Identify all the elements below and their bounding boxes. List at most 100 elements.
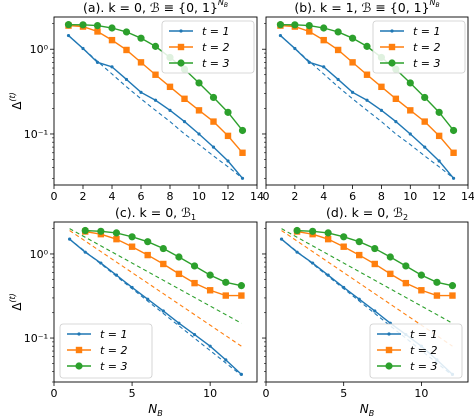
data-point xyxy=(182,119,187,124)
data-point xyxy=(326,273,330,277)
data-point xyxy=(379,108,384,112)
data-point xyxy=(406,79,414,87)
data-point xyxy=(449,292,456,299)
data-point xyxy=(340,233,348,241)
data-point xyxy=(435,108,443,116)
data-point xyxy=(191,279,198,287)
x-tick-label: 0 xyxy=(263,190,270,203)
data-point xyxy=(206,287,214,294)
data-point xyxy=(449,126,458,135)
data-point xyxy=(238,292,245,299)
data-point xyxy=(363,42,371,50)
data-point xyxy=(295,250,299,254)
data-point xyxy=(210,118,217,125)
data-point xyxy=(153,98,158,102)
x-tick-label: 4 xyxy=(109,190,116,203)
fit-line-3 xyxy=(69,228,242,324)
data-point xyxy=(240,176,245,180)
data-point xyxy=(387,270,394,278)
data-point xyxy=(83,250,87,254)
legend-marker xyxy=(177,59,185,67)
data-point xyxy=(334,46,342,54)
data-point xyxy=(371,260,378,268)
y-axis-label: Δ(t) xyxy=(8,92,24,110)
x-tick-label: 8 xyxy=(167,190,174,203)
legend-marker xyxy=(388,43,396,51)
data-point xyxy=(206,271,214,279)
data-point xyxy=(108,36,116,44)
panel-title: (a). k = 0, ℬ ≡ {0, 1}NB xyxy=(83,0,228,15)
x-tick-label: 10 xyxy=(203,387,217,400)
data-point xyxy=(334,28,342,36)
data-point xyxy=(238,126,247,135)
data-point xyxy=(237,282,245,290)
legend-label: t = 1 xyxy=(410,328,438,341)
data-point xyxy=(224,108,232,116)
legend-label: t = 3 xyxy=(413,57,441,70)
legend-marker xyxy=(77,332,81,336)
x-tick-label: 6 xyxy=(349,190,356,203)
legend-marker xyxy=(390,29,394,33)
data-point xyxy=(373,309,377,313)
x-tick-label: 6 xyxy=(138,190,145,203)
data-point xyxy=(309,227,317,235)
data-point xyxy=(450,149,457,156)
legend-marker xyxy=(177,43,185,51)
legend: t = 1 t = 2 t = 3 xyxy=(372,20,466,74)
data-point xyxy=(137,59,145,66)
data-point xyxy=(64,21,73,29)
data-point xyxy=(437,159,441,163)
data-point xyxy=(421,118,428,125)
data-point xyxy=(408,132,412,136)
data-point xyxy=(356,251,363,259)
data-point xyxy=(159,244,167,253)
legend-box xyxy=(369,323,463,379)
panel-title: (b). k = 1, ℬ ≡ {0, 1}NB xyxy=(294,0,439,15)
data-point xyxy=(130,285,134,290)
data-point xyxy=(97,227,105,235)
legend-label: t = 3 xyxy=(100,360,128,373)
data-point xyxy=(144,238,152,246)
axes-frame xyxy=(53,221,258,383)
x-tick-label: 2 xyxy=(291,190,298,203)
data-point xyxy=(108,24,116,32)
data-point xyxy=(433,292,441,299)
legend-label: t = 1 xyxy=(100,328,128,341)
data-point xyxy=(278,33,283,38)
data-point xyxy=(222,292,229,299)
legend-box xyxy=(59,323,153,379)
x-tick-label: 14 xyxy=(461,190,474,203)
data-point xyxy=(168,108,172,112)
data-point xyxy=(293,46,297,51)
legend-label: t = 1 xyxy=(202,25,230,38)
x-tick-label: 0 xyxy=(263,387,270,400)
data-point xyxy=(350,90,355,94)
data-point xyxy=(95,60,100,64)
data-point xyxy=(324,235,332,243)
data-point xyxy=(226,159,230,163)
data-point xyxy=(435,132,443,140)
data-point xyxy=(79,21,87,29)
data-point xyxy=(386,253,394,261)
data-point xyxy=(144,251,151,259)
x-tick-label: 12 xyxy=(432,190,446,203)
data-point xyxy=(276,21,285,29)
series-line-1 xyxy=(69,238,242,375)
data-point xyxy=(433,278,441,286)
data-point xyxy=(355,238,363,246)
data-point xyxy=(418,287,425,294)
x-tick-label: 5 xyxy=(129,387,136,400)
data-point xyxy=(311,261,315,265)
data-point xyxy=(371,244,379,253)
y-tick-label: 10⁰ xyxy=(30,248,49,261)
data-point xyxy=(320,36,327,44)
data-point xyxy=(417,271,425,279)
panel-d: 0 5 10 (d). k = 0, ℬ2 NB t = 1 t = 2 t = 3 xyxy=(262,205,469,418)
x-axis-label: NB xyxy=(148,402,162,418)
legend-label: t = 2 xyxy=(413,41,441,54)
fit-line-3 xyxy=(281,228,453,324)
data-point xyxy=(128,233,136,241)
data-point xyxy=(151,42,160,50)
data-point xyxy=(175,253,183,261)
data-point xyxy=(112,229,121,237)
